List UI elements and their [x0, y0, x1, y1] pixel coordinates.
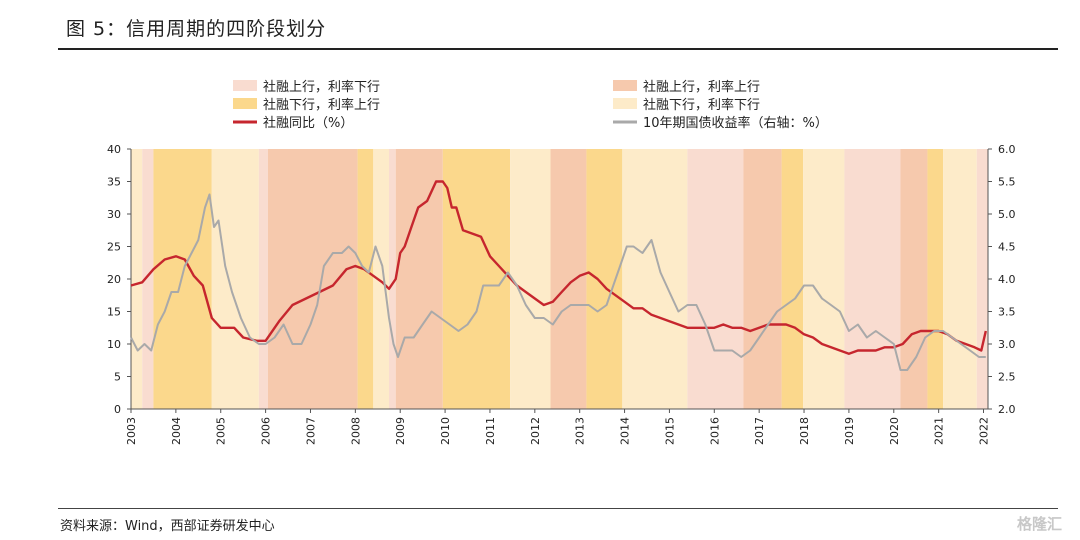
x-tick-label: 2017: [753, 417, 766, 445]
x-tick-label: 2006: [260, 417, 273, 445]
left-tick-label: 40: [107, 143, 121, 156]
phase-band: [153, 149, 212, 409]
phase-band: [927, 149, 944, 409]
right-tick-label: 5.5: [998, 176, 1016, 189]
phase-band: [943, 149, 977, 409]
right-tick-label: 4.5: [998, 241, 1016, 254]
legend-swatch: [233, 80, 257, 91]
legend-label: 社融上行，利率上行: [643, 79, 760, 95]
phase-band: [844, 149, 901, 409]
left-tick-label: 35: [107, 176, 121, 189]
legend-label: 社融同比（%）: [263, 115, 353, 131]
phase-band: [976, 149, 988, 409]
figure-title: 图 5：信用周期的四阶段划分: [66, 18, 327, 40]
right-tick-label: 3.0: [998, 338, 1016, 351]
left-tick-label: 15: [107, 306, 121, 319]
x-tick-label: 2004: [170, 417, 183, 445]
title-rule: [58, 48, 1058, 50]
left-tick-label: 0: [114, 403, 121, 416]
phase-band: [388, 149, 396, 409]
phase-band: [258, 149, 268, 409]
tsf-line: [130, 180, 987, 355]
right-tick-label: 2.0: [998, 403, 1016, 416]
footer-rule: [58, 508, 1058, 509]
watermark: 格隆汇: [1016, 515, 1062, 533]
yield-line: [130, 193, 986, 371]
right-tick-label: 4.0: [998, 273, 1016, 286]
phase-band: [743, 149, 782, 409]
series-lines: [130, 180, 987, 371]
left-tick-label: 5: [114, 371, 121, 384]
phase-band: [687, 149, 744, 409]
x-tick-label: 2015: [663, 417, 676, 445]
phase-band: [900, 149, 928, 409]
phase-band: [442, 149, 511, 409]
x-tick-label: 2008: [349, 417, 362, 445]
phase-band: [142, 149, 154, 409]
x-tick-label: 2009: [394, 417, 407, 445]
x-tick-label: 2020: [888, 417, 901, 445]
left-tick-label: 10: [107, 338, 121, 351]
axes: 0 5 10 15 20 25 30 35 40 2.0 2.5 3.0 3.5 4.0 4.5 5.0 5.5…: [107, 143, 1016, 445]
phase-band: [550, 149, 587, 409]
right-tick-label: 5.0: [998, 208, 1016, 221]
legend-label: 社融上行，利率下行: [263, 79, 380, 95]
phase-band: [803, 149, 845, 409]
left-tick-label: 25: [107, 241, 121, 254]
legend-swatch: [613, 98, 637, 109]
x-tick-label: 2012: [529, 417, 542, 445]
legend-label: 社融下行，利率下行: [643, 97, 760, 113]
x-tick-label: 2018: [798, 417, 811, 445]
phase-band: [586, 149, 623, 409]
x-tick-label: 2005: [215, 417, 228, 445]
x-tick-label: 2019: [843, 417, 856, 445]
phase-band: [267, 149, 358, 409]
x-tick-label: 2014: [619, 417, 632, 445]
right-tick-label: 2.5: [998, 371, 1016, 384]
legend-swatch: [613, 80, 637, 91]
legend-swatch: [233, 98, 257, 109]
x-tick-label: 2021: [933, 417, 946, 445]
x-tick-label: 2010: [439, 417, 452, 445]
phase-band: [211, 149, 259, 409]
phase-band: [781, 149, 804, 409]
left-tick-label: 20: [107, 273, 121, 286]
phase-bands: [131, 149, 988, 409]
phase-band: [357, 149, 374, 409]
right-tick-label: 3.5: [998, 306, 1016, 319]
x-tick-label: 2007: [304, 417, 317, 445]
legend-label: 10年期国债收益率（右轴：%）: [643, 115, 828, 131]
phase-band: [373, 149, 389, 409]
legend-label: 社融下行，利率上行: [263, 97, 380, 113]
phase-band: [395, 149, 443, 409]
phase-band: [622, 149, 688, 409]
x-tick-label: 2022: [978, 417, 991, 445]
left-tick-label: 30: [107, 208, 121, 221]
x-tick-label: 2003: [125, 417, 138, 445]
phase-band: [510, 149, 551, 409]
phase-band: [131, 149, 143, 409]
right-tick-label: 6.0: [998, 143, 1016, 156]
source-note: 资料来源：Wind，西部证券研发中心: [60, 519, 275, 534]
x-tick-label: 2011: [484, 417, 497, 445]
x-tick-label: 2013: [574, 417, 587, 445]
x-tick-label: 2016: [708, 417, 721, 445]
